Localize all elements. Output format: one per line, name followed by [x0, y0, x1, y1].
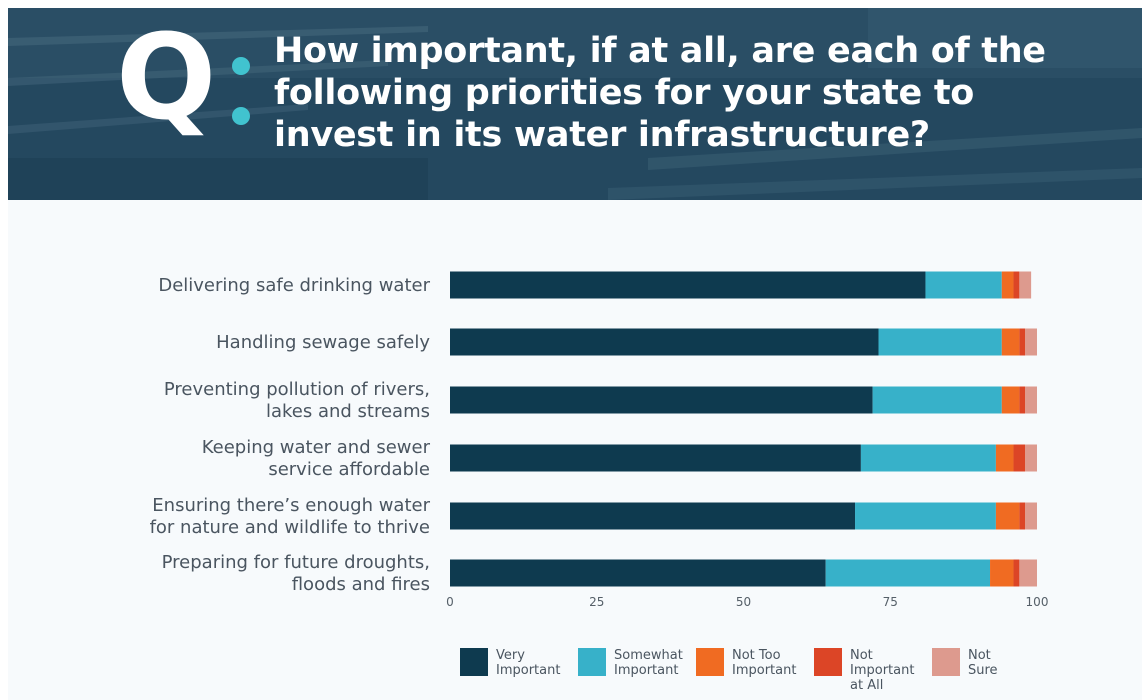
q-dot-upper [232, 57, 250, 75]
category-label-2-line-1: Handling sewage safely [216, 332, 430, 353]
bar-segment-row5-series5 [1025, 502, 1037, 530]
bar-segment-row4-series3 [995, 444, 1014, 472]
bar-segment-row3-series2 [872, 386, 1002, 414]
legend-item-2: Somewhat Important [578, 648, 696, 693]
x-tick-label-2: 25 [589, 595, 604, 609]
legend-item-4: Not Important at All [814, 648, 932, 693]
q-letter: Q [116, 8, 217, 146]
bar-segment-row4-series1 [450, 444, 861, 472]
legend-swatch-4 [814, 648, 842, 676]
category-label-4-line-2: service affordable [268, 459, 430, 480]
legend-label-5: Not Sure [968, 648, 998, 678]
category-label-1-line-1: Delivering safe drinking water [158, 275, 430, 296]
question-title-line-3: invest in its water infrastructure? [274, 115, 930, 155]
bar-segment-row6-series2 [825, 559, 991, 587]
bar-segment-row3-series4 [1019, 386, 1026, 414]
question-title: How important, if at all, are each of th… [274, 30, 1046, 156]
x-tick-label-4: 75 [883, 595, 898, 609]
bar-segment-row6-series4 [1013, 559, 1020, 587]
legend-item-3: Not Too Important [696, 648, 814, 693]
bar-segment-row2-series2 [878, 328, 1002, 356]
category-label-3-line-2: lakes and streams [266, 401, 430, 422]
category-label-4-line-1: Keeping water and sewer [202, 437, 431, 458]
category-label-6-line-1: Preparing for future droughts, [162, 552, 430, 573]
banner-overlay [8, 8, 1142, 200]
bar-segment-row2-series5 [1025, 328, 1037, 356]
bar-segment-row5-series1 [450, 502, 856, 530]
bar-segment-row2-series1 [450, 328, 879, 356]
bar-segment-row5-series4 [1019, 502, 1026, 530]
bar-segment-row1-series1 [450, 271, 926, 299]
legend-label-2: Somewhat Important [614, 648, 683, 678]
legend-swatch-2 [578, 648, 606, 676]
bar-segment-row4-series4 [1013, 444, 1026, 472]
x-tick-label-3: 50 [736, 595, 751, 609]
bar-segment-row3-series3 [1001, 386, 1020, 414]
bar-segment-row1-series2 [925, 271, 1002, 299]
category-label-5-line-2: for nature and wildlife to thrive [150, 517, 430, 538]
bar-segment-row6-series3 [990, 559, 1014, 587]
category-label-5-line-1: Ensuring there’s enough water [152, 495, 430, 516]
bar-segment-row1-series3 [1001, 271, 1014, 299]
bar-segment-row3-series1 [450, 386, 873, 414]
question-title-line-1: How important, if at all, are each of th… [274, 31, 1046, 71]
legend-swatch-3 [696, 648, 724, 676]
bar-segment-row6-series1 [450, 559, 826, 587]
question-title-line-2: following priorities for your state to [274, 73, 975, 113]
bar-segment-row5-series2 [855, 502, 996, 530]
legend-label-4: Not Important at All [850, 648, 915, 693]
bar-segment-row4-series2 [860, 444, 996, 472]
bar-segment-row1-series4 [1013, 271, 1020, 299]
legend-swatch-1 [460, 648, 488, 676]
legend-item-1: Very Important [460, 648, 578, 693]
header-banner [8, 8, 1142, 200]
bar-segment-row6-series5 [1019, 559, 1037, 587]
legend-label-3: Not Too Important [732, 648, 797, 678]
q-dot-lower [232, 107, 250, 125]
category-label-6-line-2: floods and fires [292, 574, 430, 595]
legend-item-5: Not Sure [932, 648, 1050, 693]
bar-segment-row2-series4 [1019, 328, 1026, 356]
category-label-3-line-1: Preventing pollution of rivers, [164, 379, 430, 400]
x-tick-label-1: 0 [446, 595, 454, 609]
legend-label-1: Very Important [496, 648, 561, 678]
water-facility-background [8, 8, 1142, 200]
legend: Very Important Somewhat Important Not Too … [460, 648, 1050, 693]
bar-segment-row5-series3 [995, 502, 1020, 530]
bar-segment-row4-series5 [1025, 444, 1037, 472]
x-tick-label-5: 100 [1026, 595, 1049, 609]
bar-segment-row3-series5 [1025, 386, 1037, 414]
legend-swatch-5 [932, 648, 960, 676]
bar-segment-row2-series3 [1001, 328, 1020, 356]
bar-segment-row1-series5 [1019, 271, 1032, 299]
